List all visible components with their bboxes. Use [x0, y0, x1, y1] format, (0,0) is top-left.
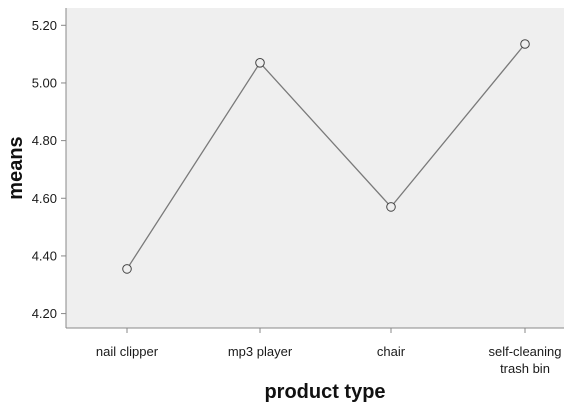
- y-tick-label: 5.20: [32, 18, 57, 33]
- x-tick-label: self-cleaning trash bin: [489, 344, 562, 376]
- y-axis: 4.20 4.40 4.60 4.80 5.00 5.20: [32, 8, 67, 328]
- data-point: [255, 58, 265, 68]
- plot-area: [66, 8, 564, 328]
- y-tick-label: 5.00: [32, 75, 57, 90]
- x-tick-label: mp3 player: [228, 344, 293, 359]
- y-axis-title: means: [5, 136, 27, 199]
- y-tick-label: 4.20: [32, 306, 57, 321]
- data-point: [386, 202, 396, 212]
- x-axis: nail clipper mp3 player chair self-cleaning…: [66, 327, 564, 376]
- x-tick-label: chair: [377, 344, 406, 359]
- data-point: [122, 264, 132, 274]
- y-tick-label: 4.60: [32, 191, 57, 206]
- data-point: [520, 39, 530, 49]
- data-points: [122, 39, 530, 274]
- y-tick-label: 4.40: [32, 248, 57, 263]
- y-tick-label: 4.80: [32, 133, 57, 148]
- x-tick-label: nail clipper: [96, 344, 159, 359]
- x-axis-title: product type: [264, 381, 385, 403]
- means-series-line: [126, 43, 526, 270]
